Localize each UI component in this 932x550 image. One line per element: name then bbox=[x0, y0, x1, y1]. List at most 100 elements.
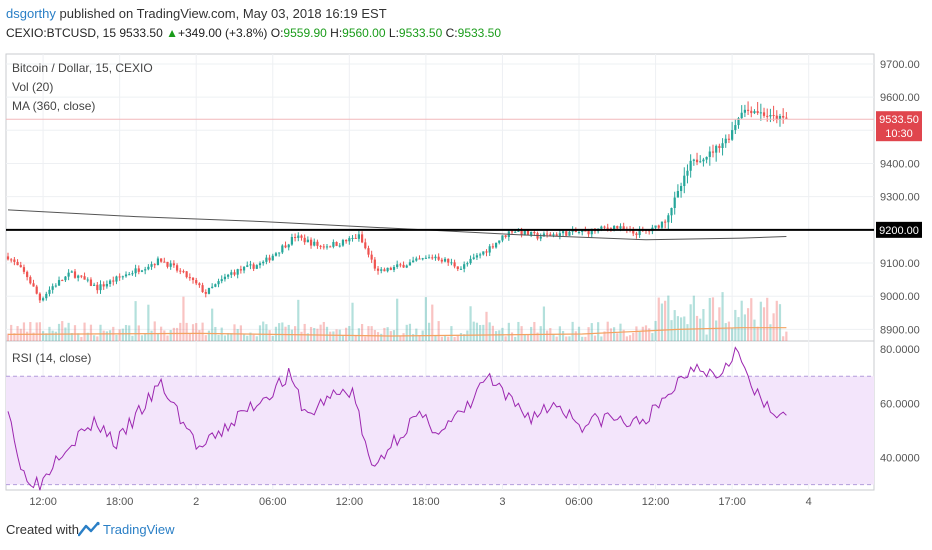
candle-body bbox=[83, 276, 86, 280]
volume-bar bbox=[300, 331, 303, 341]
candle-body bbox=[603, 226, 606, 228]
candle-body bbox=[290, 237, 294, 245]
y-tick-label: 9600.00 bbox=[880, 92, 920, 104]
rsi-series bbox=[6, 346, 874, 491]
volume-bar bbox=[597, 322, 600, 341]
volume-bar bbox=[38, 322, 41, 341]
candle-body bbox=[54, 285, 57, 287]
candle-body bbox=[281, 245, 284, 253]
candle-body bbox=[421, 258, 424, 260]
volume-bar bbox=[632, 332, 635, 341]
volume-bar bbox=[386, 327, 389, 341]
candle-body bbox=[584, 230, 587, 232]
volume-bar bbox=[204, 335, 207, 341]
volume-bar bbox=[29, 322, 32, 341]
volume-bar bbox=[383, 327, 386, 341]
volume-bar bbox=[708, 297, 711, 341]
volume-bar bbox=[555, 336, 558, 341]
volume-bar bbox=[517, 321, 520, 341]
candle-body bbox=[775, 115, 778, 120]
candle-body bbox=[638, 229, 641, 236]
volume-bar bbox=[443, 335, 447, 341]
volume-bar bbox=[775, 300, 778, 341]
volume-bar bbox=[380, 333, 383, 341]
candle-body bbox=[284, 245, 287, 248]
x-tick-label: 18:00 bbox=[412, 496, 440, 508]
candle-body bbox=[782, 115, 785, 118]
y-tick-label: 9400.00 bbox=[880, 158, 920, 170]
volume-bar bbox=[278, 323, 281, 341]
candle-body bbox=[137, 268, 140, 272]
open-label: O: bbox=[270, 26, 284, 40]
candle-body bbox=[45, 293, 48, 299]
candle-body bbox=[667, 215, 670, 223]
volume-bar bbox=[169, 330, 172, 341]
candlesticks bbox=[6, 101, 788, 303]
volume-bar bbox=[239, 325, 242, 341]
candle-body bbox=[262, 261, 265, 264]
candle-body bbox=[233, 272, 236, 275]
candle-body bbox=[386, 267, 389, 272]
volume-bar bbox=[539, 326, 542, 341]
x-tick-label: 12:00 bbox=[642, 496, 670, 508]
volume-bar bbox=[89, 324, 93, 341]
volume-bar bbox=[456, 335, 459, 341]
chart-area[interactable]: 8900.009000.009100.009300.009400.009500.… bbox=[0, 46, 932, 510]
volume-bar bbox=[13, 333, 16, 341]
volume-bar bbox=[724, 323, 727, 341]
volume-bar bbox=[115, 334, 118, 341]
volume-bar bbox=[702, 309, 705, 341]
volume-bar bbox=[644, 325, 648, 341]
volume-bar bbox=[625, 336, 628, 341]
volume-bar bbox=[431, 304, 434, 341]
volume-bar bbox=[242, 334, 246, 341]
candle-body bbox=[338, 245, 341, 247]
y-tick-label: 9700.00 bbox=[880, 59, 920, 71]
candle-body bbox=[619, 226, 622, 229]
volume-bar bbox=[268, 330, 271, 341]
volume-bar bbox=[705, 334, 708, 341]
candle-body bbox=[434, 256, 437, 259]
candle-body bbox=[695, 159, 699, 163]
candle-body bbox=[201, 285, 204, 292]
up-arrow-icon: ▲ bbox=[166, 26, 178, 40]
volume-bar bbox=[664, 300, 667, 341]
volume-bar bbox=[191, 324, 195, 341]
candle-body bbox=[108, 280, 112, 285]
candle-body bbox=[191, 277, 195, 281]
candle-body bbox=[182, 271, 185, 273]
author-link[interactable]: dsgorthy bbox=[6, 6, 56, 21]
candle-body bbox=[504, 235, 507, 238]
candle-body bbox=[319, 245, 322, 247]
volume-bar bbox=[785, 331, 788, 341]
candle-body bbox=[555, 234, 558, 236]
volume-bar bbox=[590, 323, 593, 341]
volume-bar bbox=[147, 304, 150, 341]
x-tick-label: 3 bbox=[499, 496, 505, 508]
volume-bar bbox=[26, 331, 29, 341]
candle-body bbox=[683, 175, 686, 187]
candle-body bbox=[134, 268, 137, 274]
candle-body bbox=[163, 261, 166, 263]
candle-body bbox=[332, 241, 335, 247]
ma-line bbox=[7, 209, 787, 241]
volume-bar bbox=[198, 330, 201, 341]
tradingview-brand-link[interactable]: TradingView bbox=[103, 522, 175, 537]
rsi-tick-label: 60.0000 bbox=[880, 398, 920, 410]
y-tick-label: 9300.00 bbox=[880, 192, 920, 204]
main-pane[interactable] bbox=[5, 53, 875, 342]
candle-body bbox=[523, 230, 526, 235]
candle-body bbox=[533, 232, 536, 234]
volume-bar bbox=[271, 335, 274, 341]
volume-bar bbox=[217, 334, 220, 341]
candle-body bbox=[756, 111, 759, 114]
volume-bar bbox=[332, 331, 335, 341]
volume-bar bbox=[463, 334, 466, 341]
volume-bar bbox=[249, 332, 252, 341]
candle-body bbox=[89, 279, 93, 286]
volume-bar bbox=[405, 324, 408, 341]
candle-body bbox=[297, 235, 300, 238]
volume-ma-line bbox=[7, 327, 787, 337]
volume-bar bbox=[10, 324, 13, 341]
volume-bar bbox=[86, 332, 89, 341]
